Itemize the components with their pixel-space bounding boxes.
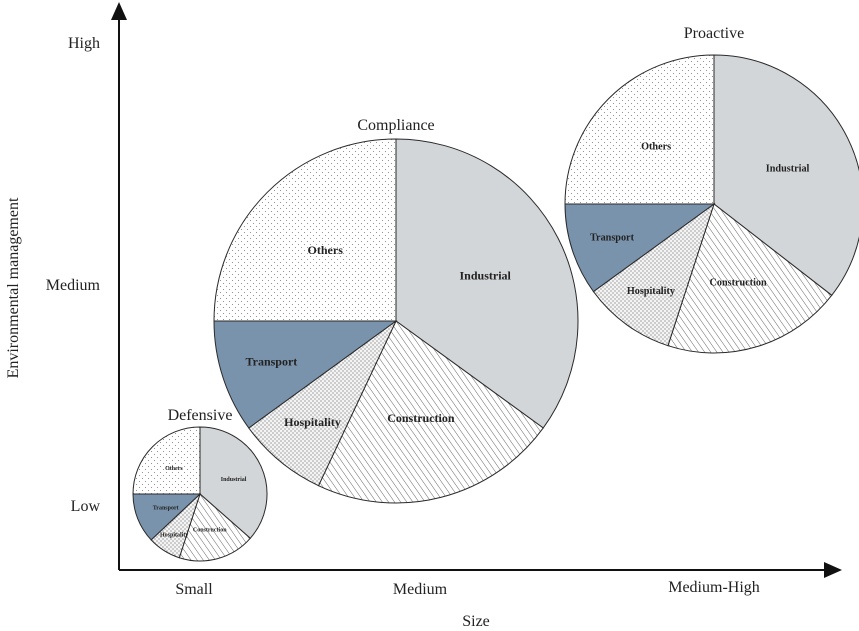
slice-label-compliance-hospitality: Hospitality: [284, 415, 341, 429]
slice-label-proactive-transport: Transport: [590, 233, 635, 244]
slice-label-proactive-construction: Construction: [710, 278, 767, 289]
slice-label-compliance-construction: Construction: [387, 411, 455, 425]
slice-defensive-industrial: [199, 426, 268, 540]
slice-label-compliance-industrial: Industrial: [460, 269, 512, 283]
y-tick-high: High: [68, 35, 100, 52]
pie-title-proactive: Proactive: [684, 25, 744, 42]
slice-label-defensive-industrial: Industrial: [221, 477, 247, 483]
x-tick-medium: Medium: [393, 581, 448, 598]
y-tick-low: Low: [71, 498, 101, 515]
slice-label-defensive-others: Others: [165, 466, 183, 472]
slice-label-compliance-transport: Transport: [246, 355, 298, 369]
slice-label-proactive-others: Others: [641, 142, 671, 153]
slice-compliance-transport: [213, 320, 398, 429]
pie-title-defensive: Defensive: [168, 407, 233, 424]
slice-proactive-transport: [564, 203, 716, 293]
y-tick-medium: Medium: [46, 277, 101, 294]
slice-label-compliance-others: Others: [308, 243, 344, 257]
pie-compliance: Industrial Construction Hospitality Transpo…: [213, 117, 579, 504]
slice-label-proactive-industrial: Industrial: [766, 163, 810, 174]
x-tick-small: Small: [175, 581, 213, 598]
slice-compliance-hospitality: [248, 320, 397, 487]
slice-label-proactive-hospitality: Hospitality: [627, 286, 675, 297]
slice-proactive-industrial: [713, 54, 859, 297]
x-axis-title: Size: [462, 613, 490, 630]
slice-label-defensive-construction: Construction: [193, 528, 227, 534]
slice-label-defensive-hospitality: Hospitality: [160, 533, 188, 539]
slice-defensive-others: [132, 426, 201, 495]
slice-proactive-construction: [667, 203, 833, 354]
pie-defensive: Industrial Construction Hospitality Transpo…: [132, 407, 268, 562]
x-tick-medium-high: Medium-High: [668, 579, 760, 596]
slice-proactive-others: [564, 54, 715, 205]
slice-label-defensive-transport: Transport: [153, 506, 179, 512]
slice-compliance-others: [213, 138, 397, 322]
pie-proactive: Industrial Construction Hospitality Transpo…: [564, 25, 859, 354]
pie-title-compliance: Compliance: [357, 117, 434, 134]
slice-proactive-hospitality: [592, 202, 715, 347]
y-axis-title: Environmental management: [5, 197, 22, 378]
slice-compliance-industrial: [395, 138, 579, 429]
slice-defensive-construction: [178, 493, 251, 562]
